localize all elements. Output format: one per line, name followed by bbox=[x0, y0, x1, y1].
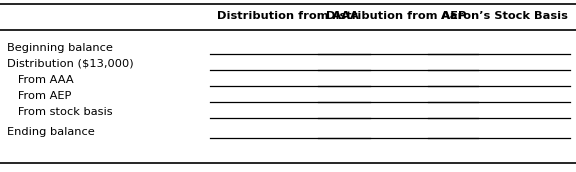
Text: Aaron’s Stock Basis: Aaron’s Stock Basis bbox=[441, 11, 567, 21]
Text: Distribution ($13,000): Distribution ($13,000) bbox=[7, 59, 134, 69]
Text: Ending balance: Ending balance bbox=[7, 127, 94, 137]
Text: Beginning balance: Beginning balance bbox=[7, 43, 113, 53]
Text: From AAA: From AAA bbox=[7, 75, 74, 85]
Text: From AEP: From AEP bbox=[7, 91, 71, 101]
Text: Distribution from AAA: Distribution from AAA bbox=[217, 11, 359, 21]
Text: From stock basis: From stock basis bbox=[7, 107, 112, 117]
Text: Distribution from AEP: Distribution from AEP bbox=[326, 11, 466, 21]
